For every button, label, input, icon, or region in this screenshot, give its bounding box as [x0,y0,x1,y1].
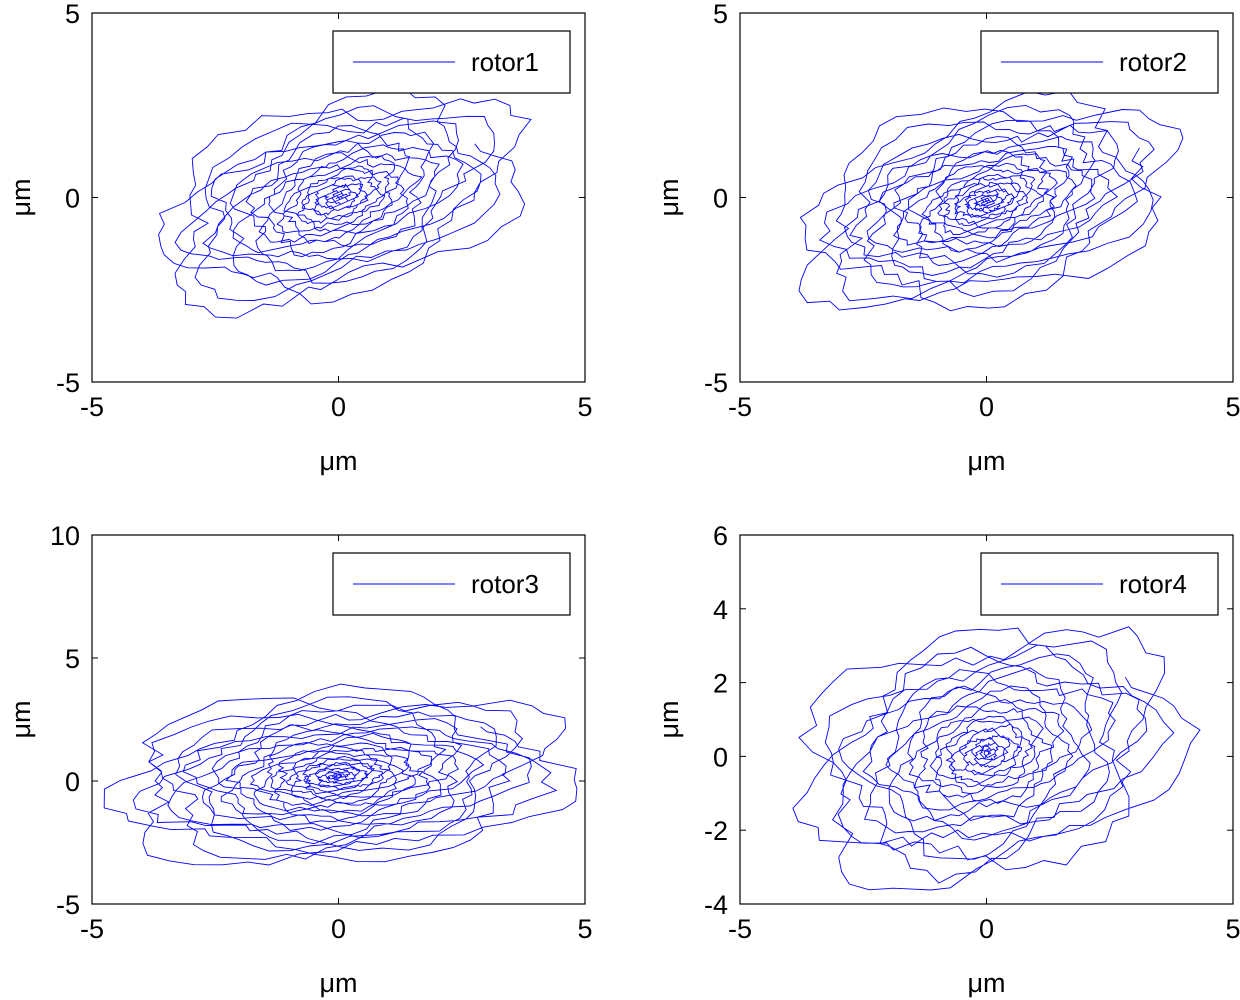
x-axis-label: μm [967,446,1005,476]
y-axis-label: μm [6,700,36,738]
y-tick-label: -5 [56,890,80,920]
legend: rotor1 [332,30,571,94]
y-tick-label: 0 [65,184,80,214]
x-tick-label: -5 [728,914,752,944]
y-tick-label: 10 [50,521,80,551]
subplot-4: -5 0 5 -4 -2 0 2 4 6 μm μm rotor4 [654,521,1240,998]
legend-label: rotor4 [1119,569,1187,599]
legend-label: rotor2 [1119,47,1187,77]
x-tick-label: 0 [979,392,994,422]
legend: rotor3 [332,552,571,616]
y-tick-label: 0 [713,184,728,214]
x-tick-label: 0 [331,914,346,944]
y-tick-label: -5 [56,368,80,398]
subplot-1: -5 0 5 -5 0 5 μm μm rotor1 [6,0,593,476]
y-tick-label: 5 [713,0,728,29]
series-line-rotor1 [158,88,532,319]
legend-label: rotor3 [471,569,539,599]
series-line-rotor4 [792,626,1201,891]
subplot-2: -5 0 5 -5 0 5 μm μm rotor2 [654,0,1240,476]
y-tick-label: -4 [704,890,728,920]
y-tick-label: 4 [713,595,728,625]
y-tick-label: 5 [65,644,80,674]
y-axis-label: μm [6,178,36,216]
y-tick-label: 5 [65,0,80,29]
y-tick-label: 0 [713,742,728,772]
y-tick-label: 0 [65,767,80,797]
series-line-rotor2 [798,90,1184,312]
x-tick-label: -5 [728,392,752,422]
y-tick-label: 6 [713,521,728,551]
y-tick-label: 2 [713,669,728,699]
x-tick-label: 0 [979,914,994,944]
x-tick-label: 0 [331,392,346,422]
series-line-rotor3 [103,683,578,866]
legend-label: rotor1 [471,47,539,77]
x-axis-label: μm [967,968,1005,998]
x-axis-label: μm [319,446,357,476]
x-tick-label: 5 [1225,392,1240,422]
y-axis-label: μm [654,178,684,216]
legend: rotor2 [980,30,1219,94]
x-tick-label: 5 [577,392,592,422]
legend: rotor4 [980,552,1219,616]
subplot-3: -5 0 5 -5 0 5 10 μm μm rotor3 [6,521,593,998]
x-tick-label: -5 [80,392,104,422]
y-tick-label: -2 [704,816,728,846]
x-axis-label: μm [319,968,357,998]
x-tick-label: 5 [577,914,592,944]
y-axis-label: μm [654,700,684,738]
x-tick-label: -5 [80,914,104,944]
y-tick-label: -5 [704,368,728,398]
x-tick-label: 5 [1225,914,1240,944]
